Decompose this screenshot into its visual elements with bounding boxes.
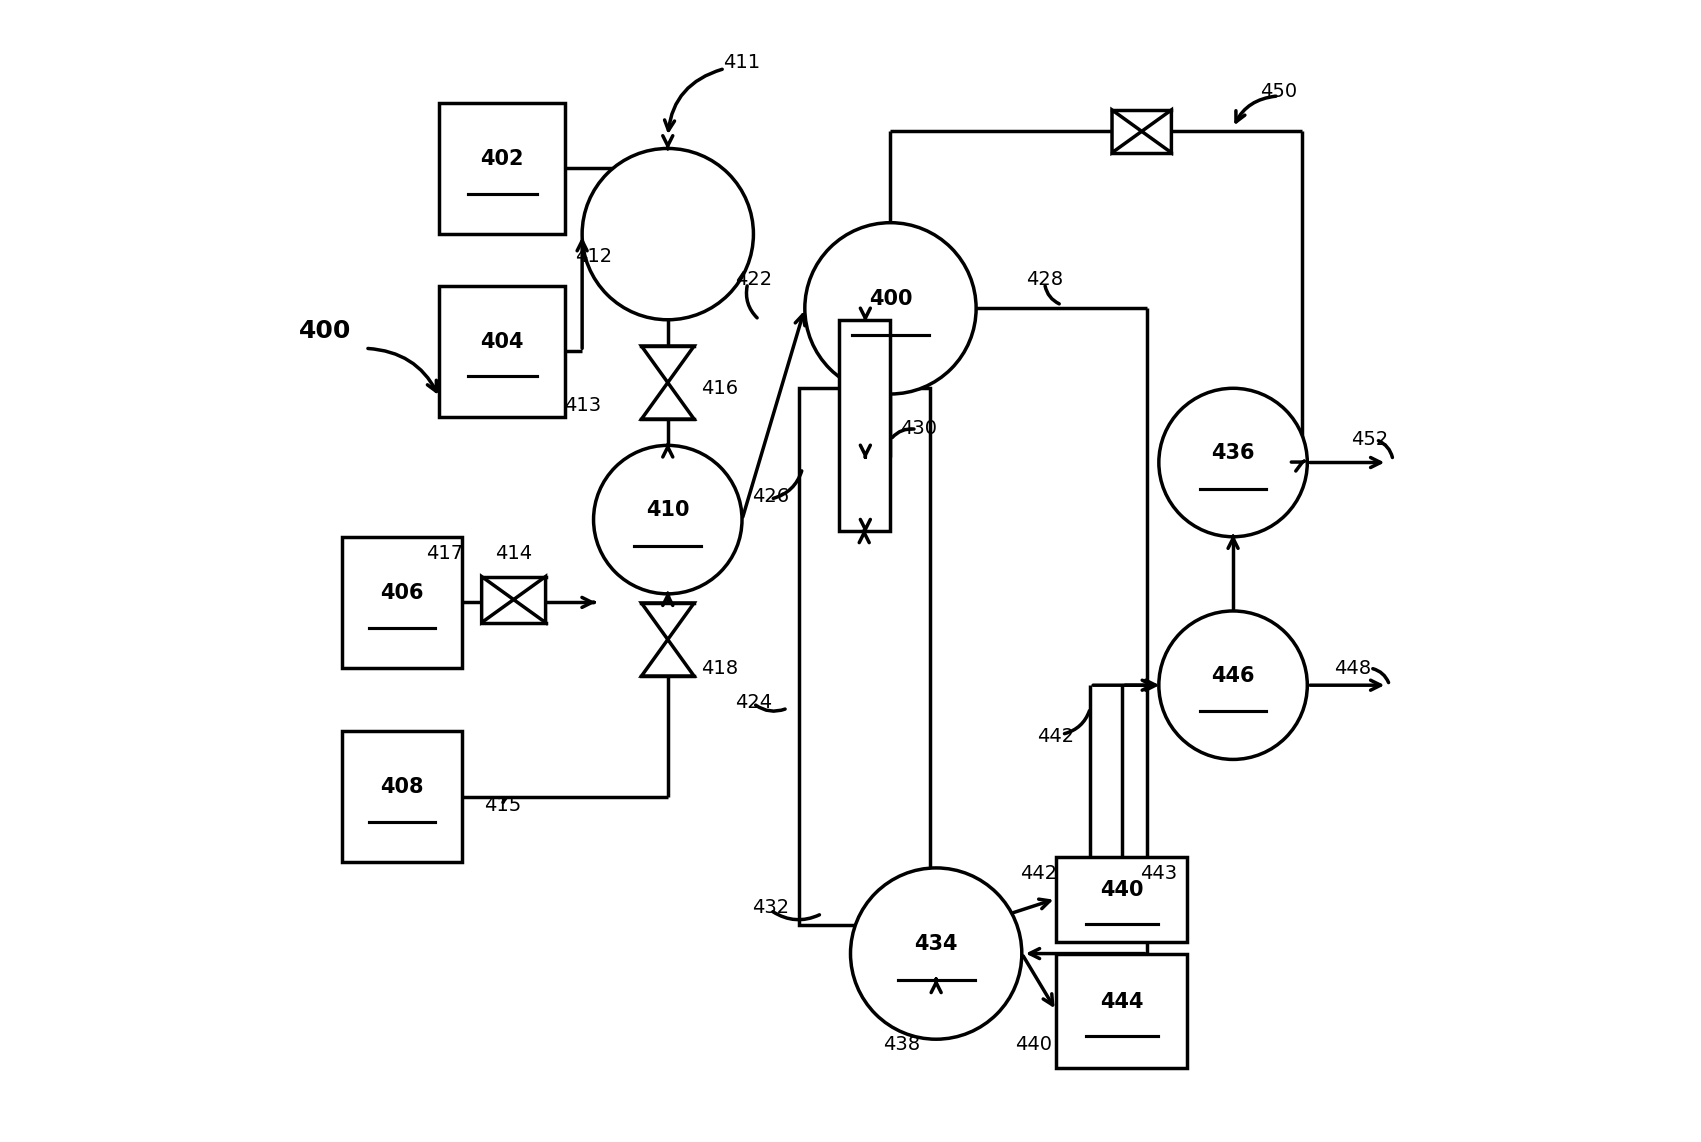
Text: 418: 418 [701, 659, 738, 677]
Text: 416: 416 [701, 379, 738, 397]
Bar [342, 537, 463, 668]
Text: 438: 438 [883, 1036, 920, 1054]
Text: 417: 417 [427, 545, 464, 563]
Circle shape [850, 868, 1022, 1039]
Text: 406: 406 [381, 584, 424, 603]
Bar [839, 320, 890, 531]
Bar [1056, 954, 1187, 1068]
Text: 442: 442 [1038, 727, 1075, 746]
FancyArrowPatch shape [665, 70, 723, 130]
Text: 446: 446 [1211, 666, 1255, 686]
Bar [439, 286, 565, 417]
Text: 444: 444 [1101, 991, 1143, 1012]
FancyArrowPatch shape [1065, 710, 1089, 733]
FancyArrowPatch shape [1044, 286, 1060, 304]
Bar [439, 103, 565, 234]
FancyArrowPatch shape [755, 705, 786, 711]
Bar [1056, 856, 1187, 942]
FancyArrowPatch shape [1237, 96, 1276, 122]
Text: 408: 408 [381, 778, 424, 797]
Bar [799, 388, 930, 925]
Text: 452: 452 [1352, 431, 1388, 449]
Text: 442: 442 [1021, 864, 1058, 883]
Text: 413: 413 [563, 396, 600, 415]
Text: 411: 411 [723, 54, 760, 72]
Text: 410: 410 [646, 500, 689, 521]
Text: 440: 440 [1015, 1036, 1051, 1054]
Circle shape [805, 223, 976, 394]
Circle shape [594, 445, 742, 594]
Text: 426: 426 [752, 488, 789, 506]
Text: 414: 414 [495, 545, 532, 563]
Text: 400: 400 [299, 319, 352, 344]
Text: 432: 432 [752, 899, 789, 917]
Text: 428: 428 [1026, 271, 1063, 289]
Text: 434: 434 [915, 934, 958, 955]
Circle shape [1158, 388, 1308, 537]
FancyArrowPatch shape [747, 286, 757, 317]
FancyArrowPatch shape [1378, 441, 1393, 458]
FancyArrowPatch shape [1373, 669, 1388, 683]
FancyArrowPatch shape [772, 911, 820, 919]
Text: 424: 424 [735, 693, 772, 711]
FancyArrowPatch shape [774, 471, 801, 498]
Circle shape [1158, 611, 1308, 759]
Text: 412: 412 [575, 248, 612, 266]
Text: 415: 415 [483, 796, 521, 814]
Circle shape [582, 148, 754, 320]
Bar [342, 731, 463, 862]
Text: 402: 402 [480, 150, 524, 169]
Text: 448: 448 [1334, 659, 1371, 677]
Text: 436: 436 [1211, 443, 1255, 464]
FancyArrowPatch shape [367, 348, 437, 392]
Text: 404: 404 [480, 332, 524, 352]
Text: 443: 443 [1140, 864, 1177, 883]
FancyArrowPatch shape [893, 429, 913, 437]
FancyArrowPatch shape [503, 798, 505, 803]
Text: 430: 430 [900, 419, 937, 437]
Text: 440: 440 [1101, 880, 1143, 900]
Text: 422: 422 [735, 271, 772, 289]
Text: 450: 450 [1260, 82, 1298, 100]
Text: 400: 400 [869, 289, 912, 309]
